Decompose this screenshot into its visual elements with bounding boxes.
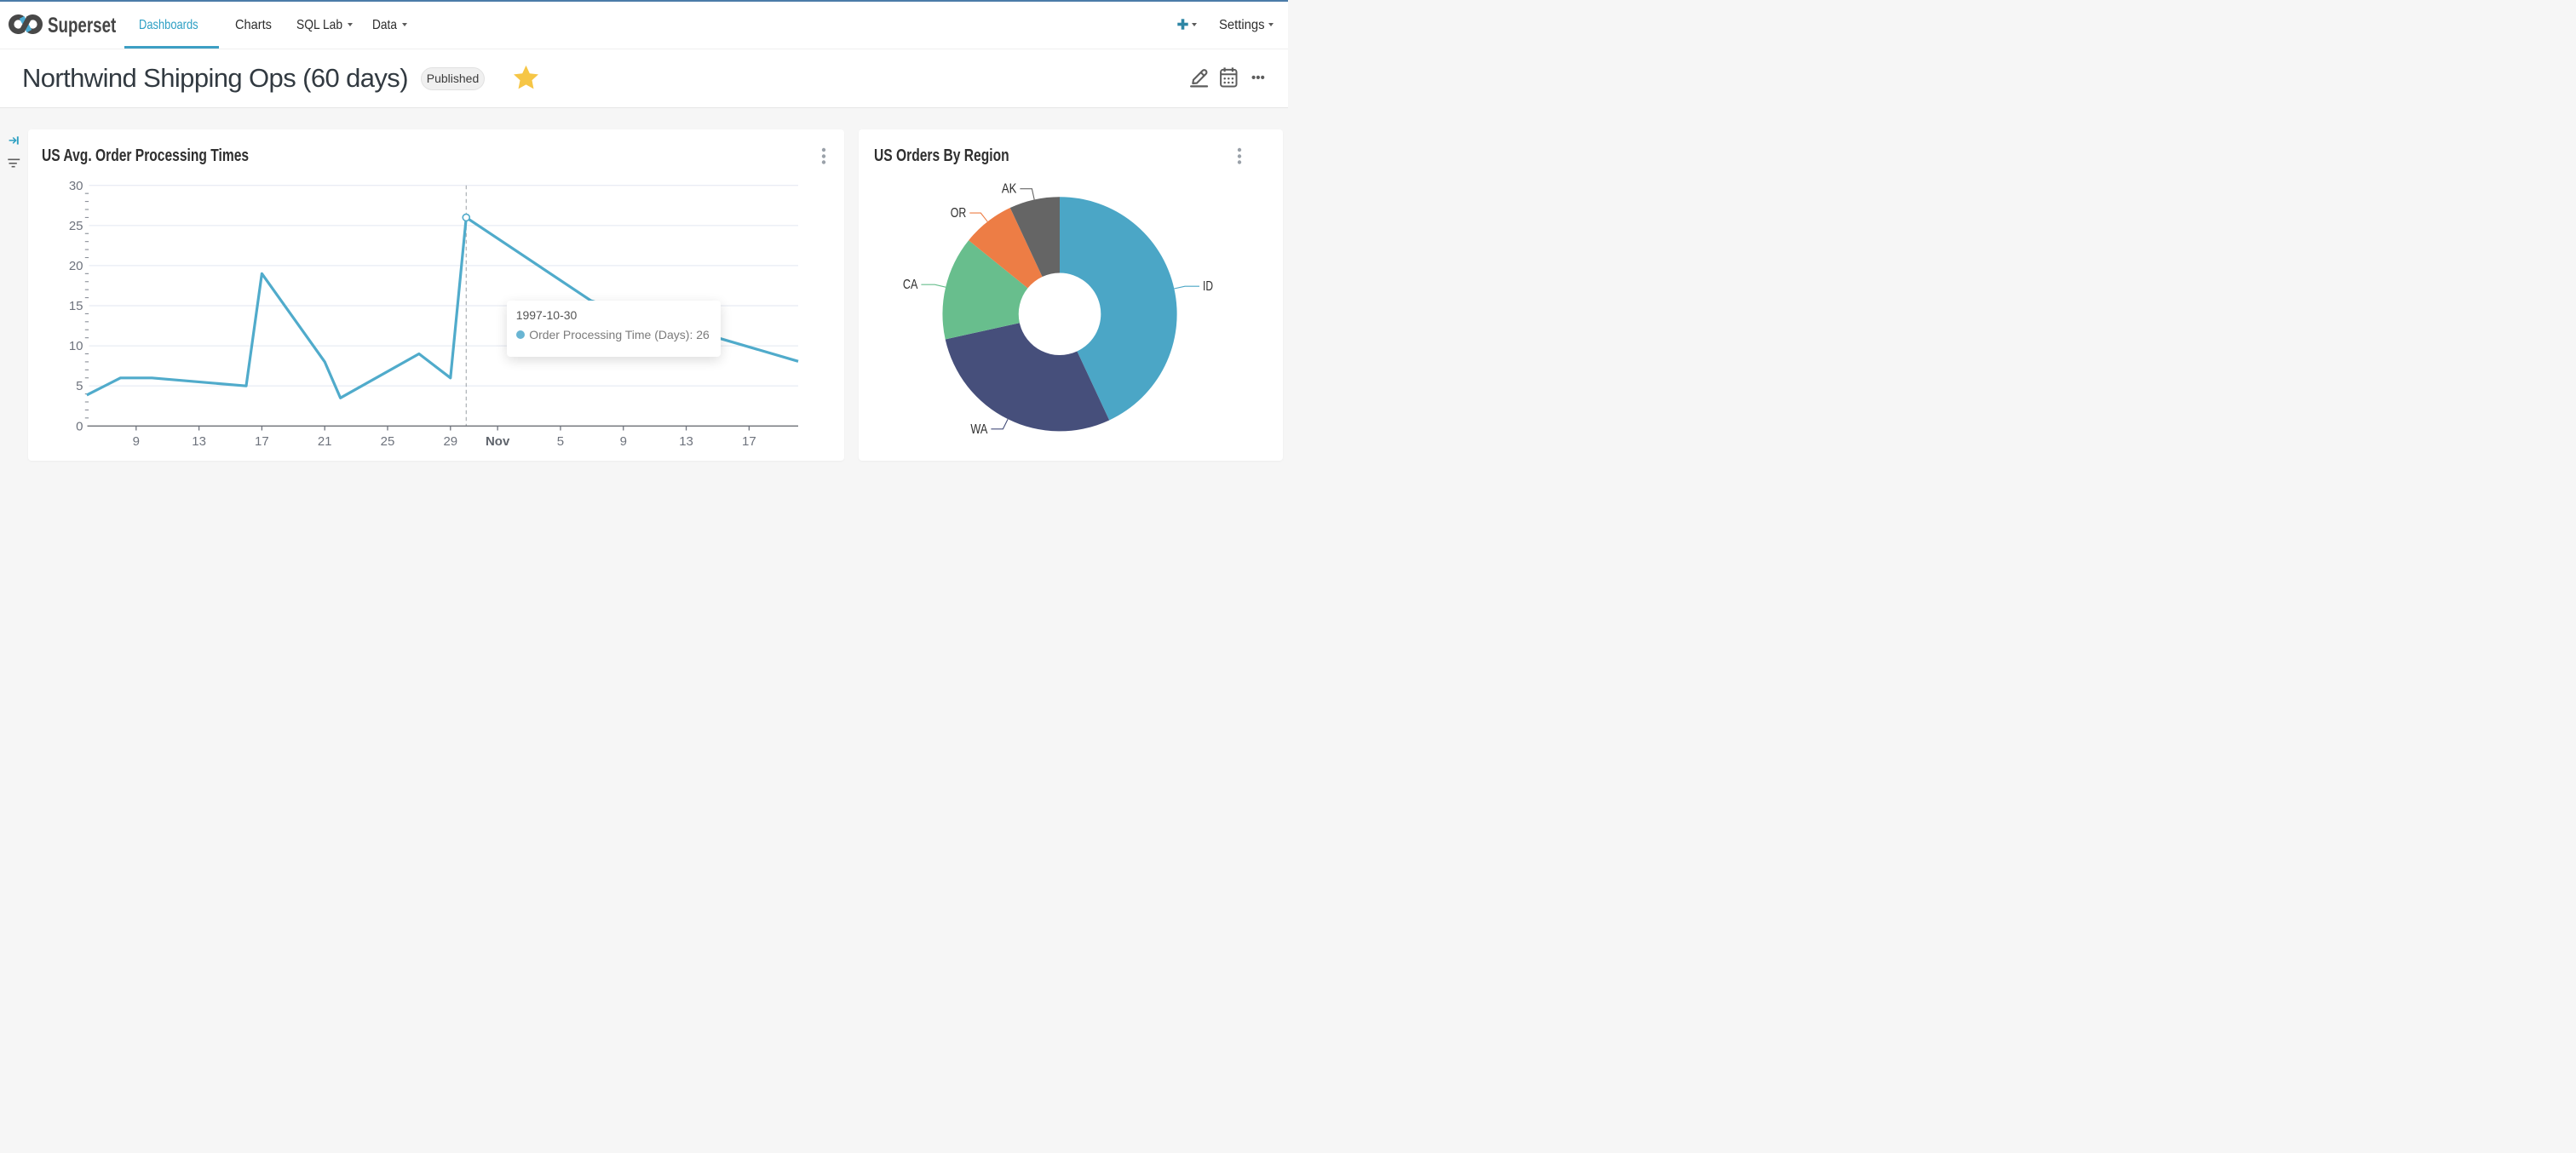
svg-text:10: 10 <box>68 339 83 353</box>
svg-text:15: 15 <box>68 299 83 313</box>
svg-text:9: 9 <box>132 434 139 449</box>
svg-text:30: 30 <box>68 179 83 193</box>
svg-text:25: 25 <box>380 434 394 449</box>
svg-text:29: 29 <box>443 434 457 449</box>
svg-text:ID: ID <box>1203 279 1213 294</box>
svg-text:20: 20 <box>68 259 83 273</box>
svg-text:OR: OR <box>951 206 967 221</box>
svg-text:CA: CA <box>903 278 918 292</box>
svg-text:5: 5 <box>76 379 83 393</box>
svg-text:WA: WA <box>970 422 988 437</box>
svg-text:17: 17 <box>255 434 269 449</box>
svg-text:21: 21 <box>317 434 331 449</box>
svg-text:Nov: Nov <box>485 434 509 449</box>
svg-text:17: 17 <box>742 434 756 449</box>
svg-text:13: 13 <box>679 434 693 449</box>
svg-text:25: 25 <box>68 219 83 233</box>
svg-text:5: 5 <box>556 434 563 449</box>
svg-text:9: 9 <box>619 434 626 449</box>
svg-text:AK: AK <box>1002 182 1017 197</box>
svg-text:13: 13 <box>192 434 206 449</box>
svg-text:0: 0 <box>76 419 83 433</box>
